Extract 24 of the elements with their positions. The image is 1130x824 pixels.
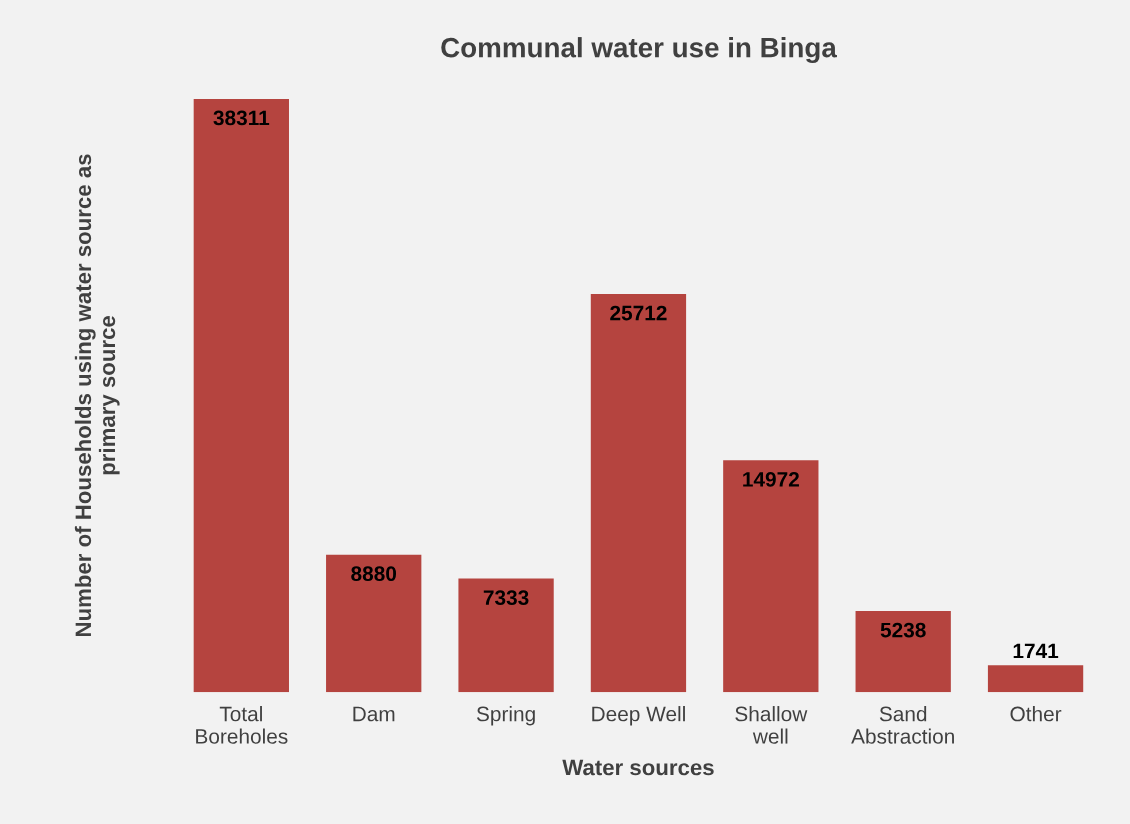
x-tick-label: Deep Well bbox=[592, 706, 685, 726]
x-tick-label: Shallow well bbox=[735, 706, 808, 744]
bar bbox=[193, 98, 289, 693]
bar bbox=[326, 554, 422, 693]
data-label: 8880 bbox=[351, 566, 397, 582]
bar bbox=[458, 578, 554, 693]
bar bbox=[723, 460, 819, 693]
data-label: 5238 bbox=[880, 622, 926, 638]
x-axis-title: Water sources bbox=[562, 759, 714, 776]
x-tick-label: Sand Abstraction bbox=[851, 706, 954, 744]
data-label: 38311 bbox=[213, 110, 270, 126]
bar bbox=[590, 293, 687, 693]
x-tick-label: Dam bbox=[353, 706, 395, 722]
bar bbox=[987, 665, 1084, 693]
data-label: 1741 bbox=[1013, 643, 1059, 659]
bar bbox=[855, 611, 951, 693]
data-label: 14972 bbox=[743, 471, 799, 487]
x-tick-label: Total Boreholes bbox=[196, 706, 288, 744]
data-label: 7333 bbox=[483, 590, 529, 606]
x-tick-label: Other bbox=[1010, 706, 1062, 722]
chart-title: Communal water use in Binga bbox=[441, 37, 837, 64]
y-axis-title: Number of Households using water source as primary source bbox=[74, 154, 120, 637]
data-label: 25712 bbox=[610, 305, 667, 321]
x-tick-label: Spring bbox=[476, 706, 535, 726]
